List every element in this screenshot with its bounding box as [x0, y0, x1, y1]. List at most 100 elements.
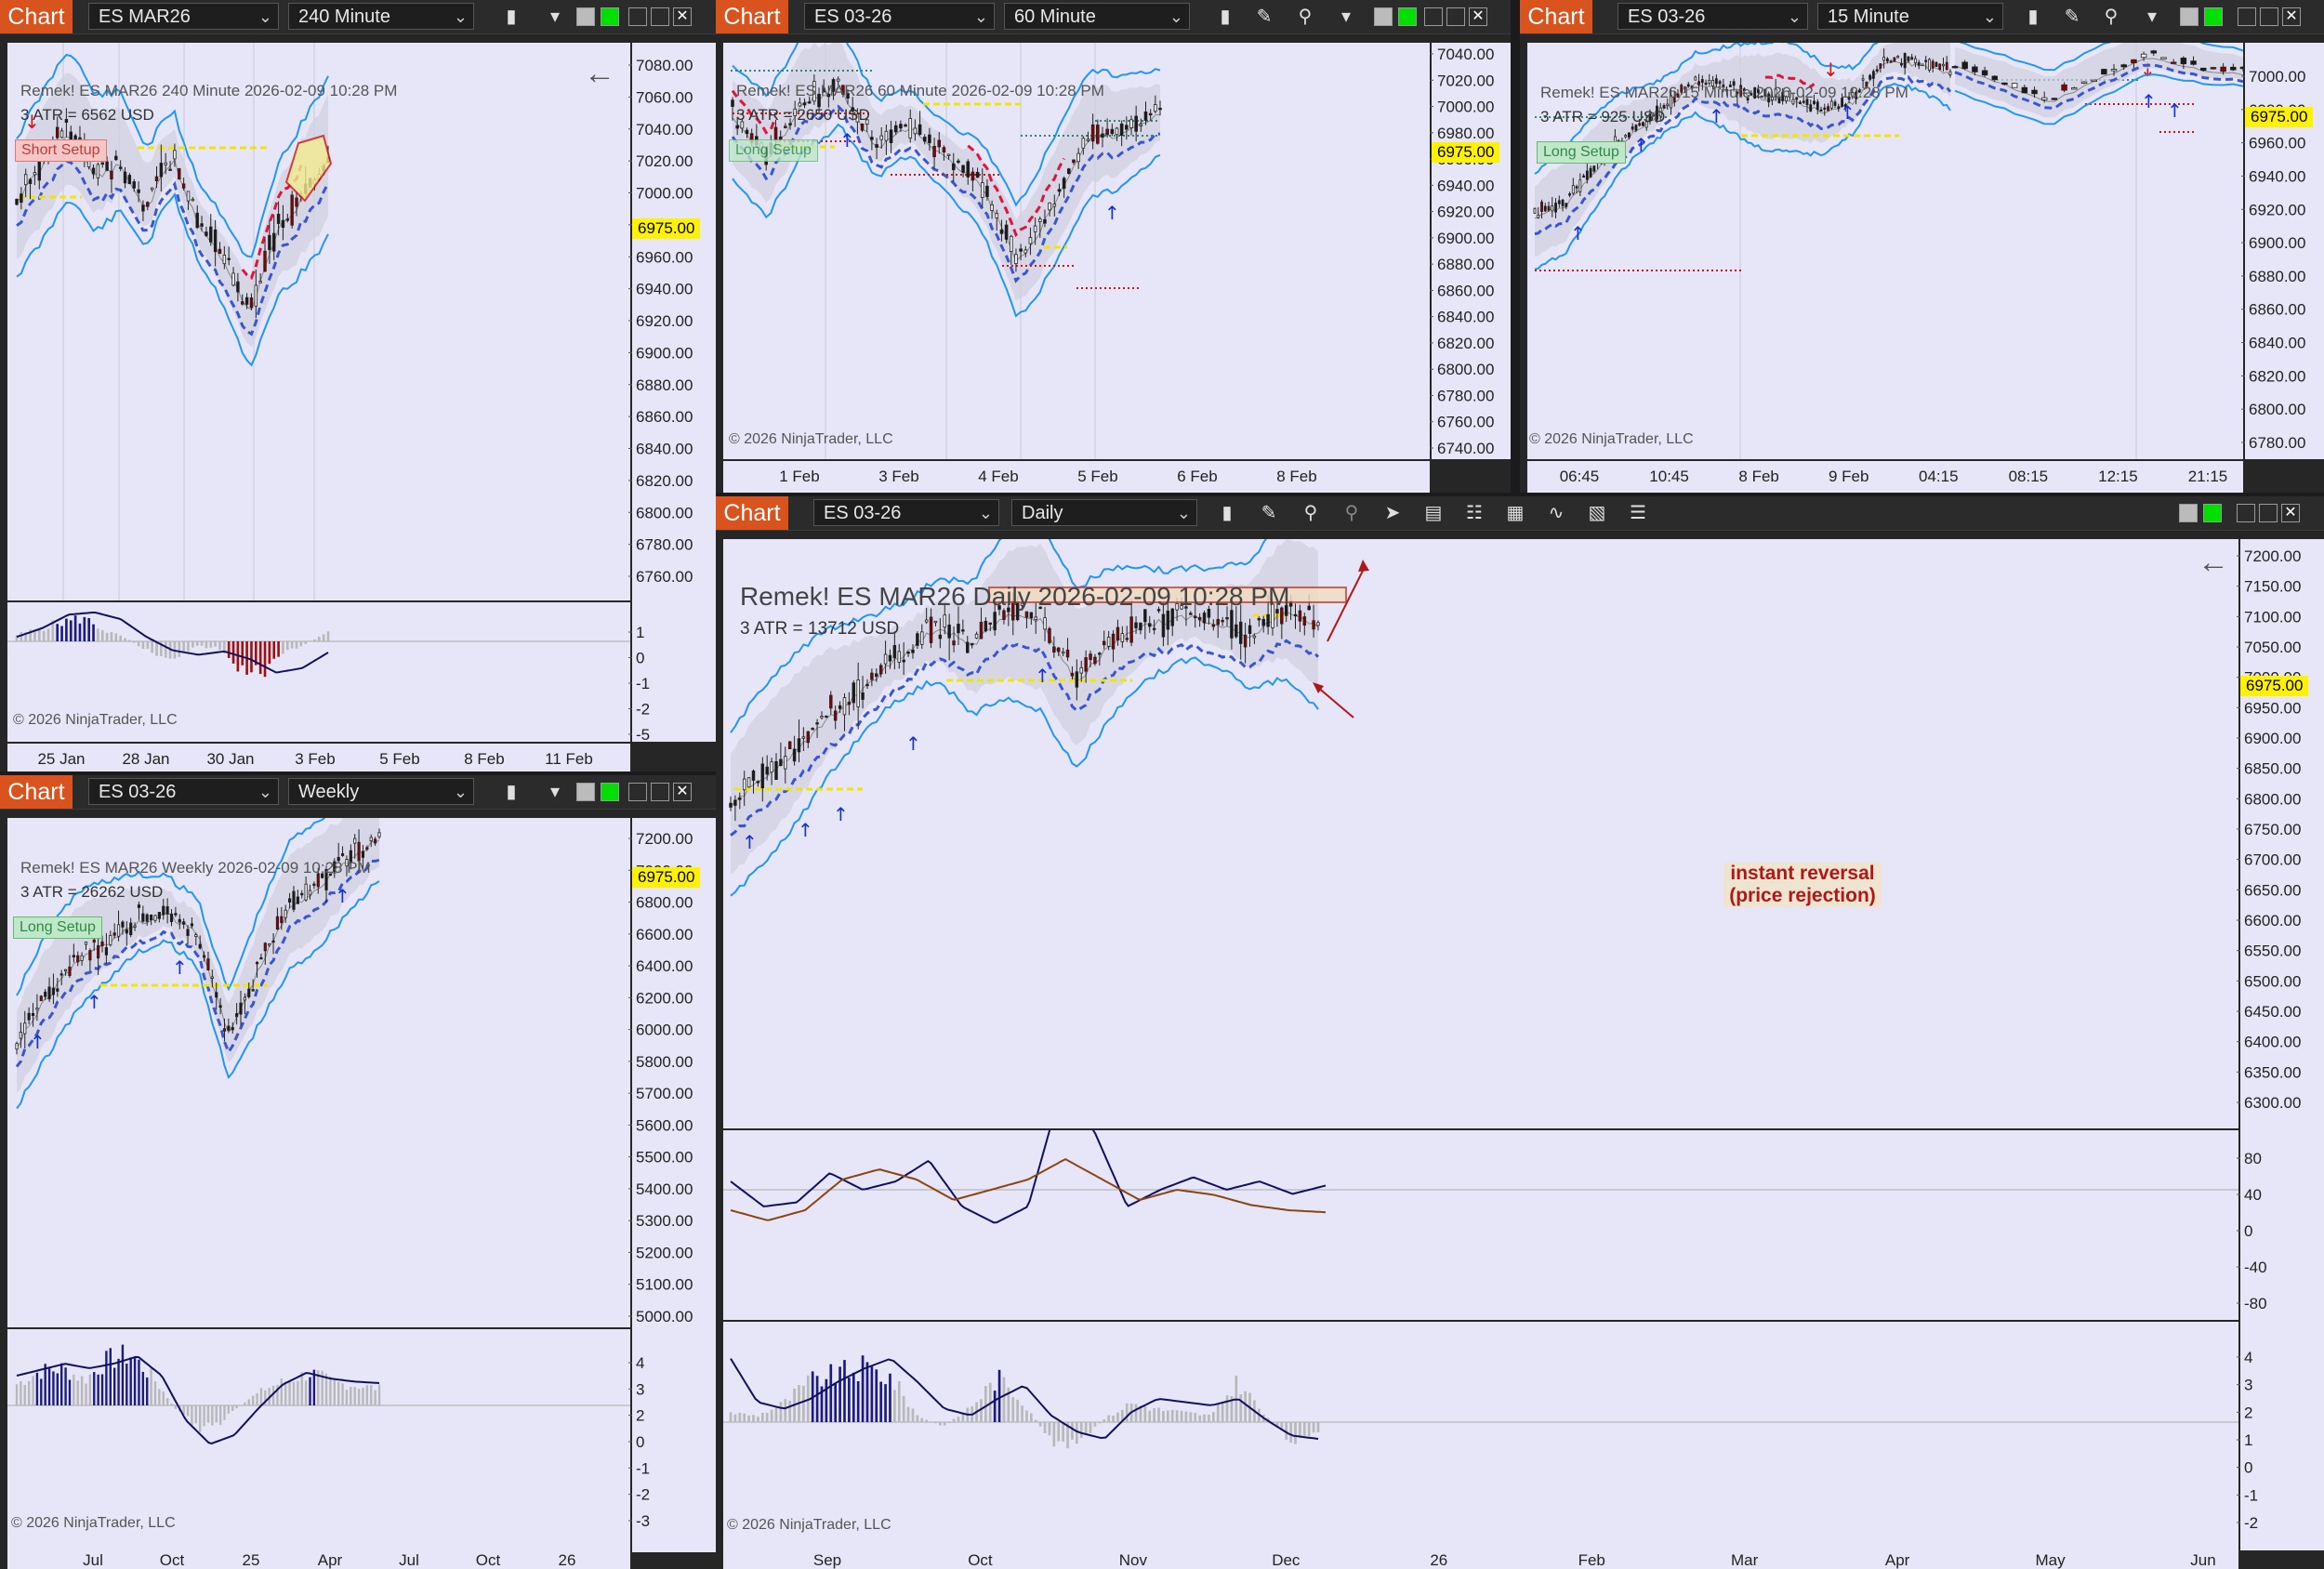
link-green-button[interactable] — [2203, 504, 2222, 522]
link-color-button[interactable] — [2179, 504, 2198, 522]
candle — [1771, 96, 1774, 101]
link-color-button[interactable] — [576, 783, 595, 801]
zoom-icon[interactable]: ⚲ — [1298, 7, 1313, 27]
x-tick-label: 04:15 — [1919, 468, 1959, 485]
maximize-button[interactable] — [1446, 7, 1465, 26]
close-button[interactable]: ✕ — [673, 7, 692, 26]
close-button[interactable]: ✕ — [673, 783, 692, 801]
back-arrow-icon[interactable]: ← — [2198, 545, 2229, 580]
list-icon[interactable]: ☰ — [1630, 503, 1646, 523]
candle — [787, 741, 792, 750]
x-tick-label: Oct — [968, 1551, 993, 1569]
instrument-selector[interactable]: ES MAR26 ⌄ — [88, 3, 279, 30]
price-panel[interactable]: ↑ ↑ Remek! ES MAR26 60 Minute 2026-02-09 … — [723, 43, 1430, 459]
pencil-icon[interactable]: ✎ — [2064, 7, 2080, 27]
close-button[interactable]: ✕ — [2282, 7, 2301, 26]
link-color-button[interactable] — [1374, 7, 1393, 26]
minimize-button[interactable] — [2238, 7, 2256, 26]
chart-window-weekly: Chart ES 03-26 ⌄ Weekly ⌄ ▮ ▾ ✕ ↑ ↑ ↑ ↑ Remek… — [0, 775, 716, 1569]
candle — [1624, 135, 1628, 138]
link-green-button[interactable] — [601, 7, 619, 26]
minimize-button[interactable] — [628, 7, 647, 26]
link-color-button[interactable] — [576, 7, 595, 26]
price-panel[interactable]: ↑ ↑ ↑ ↑ ↑ Remek! ES MAR26 Daily 2026-02-09 1… — [723, 539, 2238, 1128]
minimize-button[interactable] — [2237, 504, 2255, 522]
histogram-bar — [133, 1358, 137, 1405]
instrument-selector[interactable]: ES 03-26 ⌄ — [813, 499, 999, 526]
pencil-icon[interactable]: ✎ — [1256, 7, 1273, 27]
y-tick-label: 2 — [2244, 1404, 2252, 1421]
close-button[interactable]: ✕ — [1469, 7, 1487, 26]
bar-style-icon[interactable]: ▮ — [2027, 7, 2039, 27]
zoom-icon[interactable]: ⚲ — [2104, 7, 2119, 27]
interval-selector[interactable]: Daily ⌄ — [1011, 499, 1197, 526]
price-panel[interactable]: ↑ ↑ ↑ ↑ Remek! ES MAR26 Weekly 2026-02-09 1… — [7, 818, 630, 1327]
maximize-button[interactable] — [2259, 504, 2278, 522]
link-green-button[interactable] — [1398, 7, 1417, 26]
candle — [1656, 105, 1658, 120]
dropdown-arrow-icon[interactable]: ▾ — [549, 782, 561, 802]
annotation-arrow-left — [1315, 685, 1354, 719]
candle — [1110, 128, 1115, 135]
y-tick-label: -2 — [636, 701, 650, 719]
oscillator-panel[interactable]: © 2026 NinjaTrader, LLC — [7, 602, 630, 742]
interval-selector[interactable]: Weekly ⌄ — [288, 778, 474, 805]
strategies-icon[interactable]: ∿ — [1548, 503, 1565, 523]
bar-style-icon[interactable]: ▮ — [506, 7, 517, 27]
candle — [1019, 248, 1023, 252]
x-tick-label: Mar — [1731, 1551, 1759, 1569]
price-panel[interactable]: ↓ Remek! ES MAR26 240 Minute 2026-02-09 … — [7, 43, 630, 600]
chart-tab[interactable]: Chart — [1520, 0, 1592, 33]
pointer-icon[interactable]: ➤ — [1384, 503, 1401, 523]
bar-style-icon[interactable]: ▮ — [1221, 503, 1233, 523]
bar-style-icon[interactable]: ▮ — [1220, 7, 1231, 27]
dropdown-arrow-icon[interactable]: ▾ — [549, 7, 561, 27]
candle — [878, 665, 883, 675]
calculator-icon[interactable]: ▧ — [1588, 503, 1606, 523]
interval-selector[interactable]: 60 Minute ⌄ — [1004, 3, 1190, 30]
candle — [39, 995, 43, 1002]
properties-icon[interactable]: ☷ — [1466, 503, 1483, 523]
oscillator-panel-2[interactable]: © 2026 NinjaTrader, LLC — [723, 1322, 2238, 1550]
histogram-bar — [268, 641, 271, 665]
histogram-bar — [194, 1405, 198, 1424]
histogram-bar — [345, 1390, 349, 1405]
minimize-button[interactable] — [1424, 7, 1443, 26]
indicators-icon[interactable]: ▦ — [1506, 503, 1525, 523]
maximize-button[interactable] — [651, 7, 669, 26]
y-tick-label: 6920.00 — [1437, 204, 1494, 221]
link-color-button[interactable] — [2180, 7, 2199, 26]
maximize-button[interactable] — [651, 783, 669, 801]
maximize-button[interactable] — [2260, 7, 2278, 26]
dropdown-arrow-icon[interactable]: ▾ — [2146, 7, 2158, 27]
oscillator-panel-1[interactable] — [723, 1130, 2238, 1320]
chart-tab[interactable]: Chart — [0, 775, 73, 809]
close-button[interactable]: ✕ — [2281, 504, 2300, 522]
oscillator-panel[interactable]: © 2026 NinjaTrader, LLC — [7, 1329, 630, 1552]
link-green-button[interactable] — [2204, 7, 2223, 26]
chart-tab[interactable]: Chart — [0, 0, 73, 33]
data-box-icon[interactable]: ▤ — [1424, 503, 1443, 523]
instrument-selector[interactable]: ES 03-26 ⌄ — [88, 778, 279, 805]
instrument-selector[interactable]: ES 03-26 ⌄ — [804, 3, 995, 30]
chart-tab[interactable]: Chart — [716, 496, 788, 530]
zoom-out-icon[interactable]: ⚲ — [1344, 503, 1359, 523]
bar-style-icon[interactable]: ▮ — [506, 782, 517, 802]
y-tick-label: 7000.00 — [2249, 68, 2305, 86]
back-arrow-icon[interactable]: ← — [584, 56, 615, 91]
interval-selector[interactable]: 15 Minute ⌄ — [1817, 3, 2003, 30]
histogram-bar — [146, 641, 150, 649]
price-panel[interactable]: ↑ ↑ ↑ ↑ ↑ ↑ ↓ ↓ Remek! ES MAR26 15 Minute 2026-… — [1527, 43, 2243, 459]
axis-background — [1527, 461, 2243, 493]
candle — [59, 973, 63, 976]
chevron-down-icon: ⌄ — [453, 783, 468, 801]
minimize-button[interactable] — [628, 783, 647, 801]
interval-selector[interactable]: 240 Minute ⌄ — [288, 3, 474, 30]
pencil-icon[interactable]: ✎ — [1261, 503, 1277, 523]
histogram-bar — [211, 1405, 214, 1426]
zoom-in-icon[interactable]: ⚲ — [1303, 503, 1318, 523]
chart-tab[interactable]: Chart — [716, 0, 788, 33]
link-green-button[interactable] — [601, 783, 619, 801]
instrument-selector[interactable]: ES 03-26 ⌄ — [1618, 3, 1808, 30]
dropdown-arrow-icon[interactable]: ▾ — [1340, 7, 1352, 27]
